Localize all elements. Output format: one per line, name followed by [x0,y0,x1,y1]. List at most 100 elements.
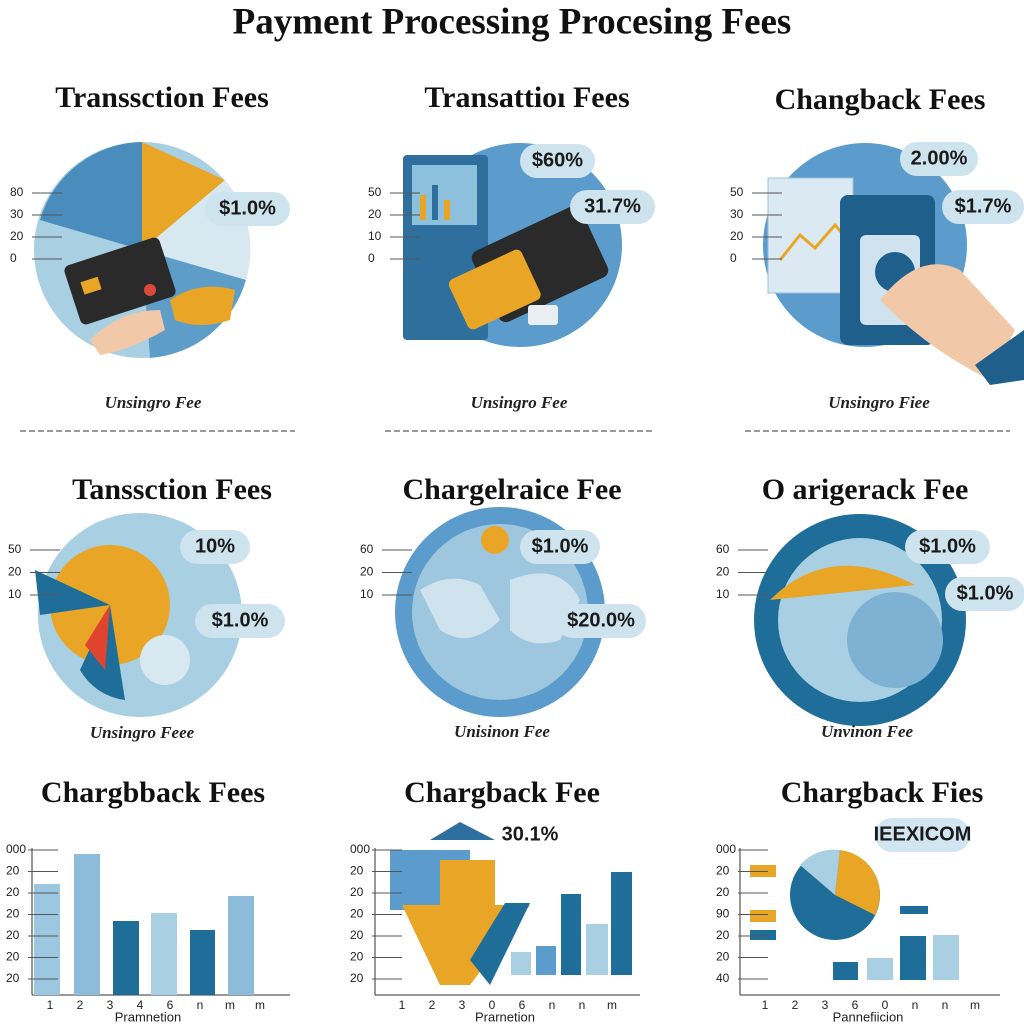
callout-label: $60% [532,149,583,171]
x-tick-label: 3 [107,998,114,1012]
pie-illustration [754,514,966,726]
x-tick-label: 2 [792,998,799,1012]
bar-illustration [739,848,1000,996]
callout-label: $1.0% [919,535,976,557]
x-tick-label: 6 [519,998,526,1012]
y-tick-label: 30 [10,207,24,221]
x-tick-label: 1 [399,998,406,1012]
y-tick-label: 10 [8,587,22,601]
x-tick-label: n [197,998,204,1012]
y-tick-label: 20 [368,207,382,221]
callout-bubble [945,577,1024,611]
panel-title: Tanssction Fees [72,473,272,506]
y-tick-label: 10 [716,587,730,601]
y-tick-label: 20 [360,565,374,579]
y-tick-label: 10 [368,229,382,243]
panel-caption: Unvinon Fee [821,722,914,741]
callout-bubble [875,818,970,852]
y-tick-label: 000 [6,842,26,856]
y-tick-label: 0 [10,251,17,265]
panel-caption: Prarnetion [475,1009,535,1024]
panel-caption: Unsingro Fee [471,393,568,412]
x-tick-label: m [225,998,235,1012]
y-tick-label: 20 [6,885,20,899]
bar-illustration [374,822,640,996]
callout-label: 10% [195,535,235,557]
y-tick-label: 60 [716,542,730,556]
y-tick-label: 10 [360,587,374,601]
y-tick-label: 40 [716,971,730,985]
y-tick-label: 80 [10,185,24,199]
x-tick-label: 6 [852,998,859,1012]
panel-title: Chargback Fies [781,776,984,809]
y-tick-label: 20 [350,907,364,921]
x-tick-label: 3 [822,998,829,1012]
bar-illustration [31,848,290,996]
panel-caption: Unsingro Fee [105,393,202,412]
x-tick-label: 3 [459,998,466,1012]
panel-title: Transattioı Fees [424,81,629,114]
x-tick-label: n [912,998,919,1012]
panel-title: Chargback Fee [404,776,600,809]
x-tick-label: 4 [137,998,144,1012]
x-tick-label: n [549,998,556,1012]
y-tick-label: 20 [6,971,20,985]
y-tick-label: 20 [350,928,364,942]
y-tick-label: 000 [716,842,736,856]
y-tick-label: 20 [6,907,20,921]
callout-bubble [520,144,595,178]
panel-caption: Unsingro Fiee [828,393,930,412]
callout-bubble [180,530,250,564]
callout-bubble [520,530,600,564]
callout-label: $1.0% [532,535,589,557]
y-tick-label: 20 [350,950,364,964]
page-title: Payment Processing Procesing Fees [233,1,792,42]
y-tick-label: 30 [730,207,744,221]
y-tick-label: 20 [716,950,730,964]
callout-bubble [905,530,990,564]
x-tick-label: 2 [77,998,84,1012]
y-tick-label: 20 [350,885,364,899]
callout-label: 2.00% [911,147,968,169]
y-tick-label: 50 [368,185,382,199]
y-tick-label: 000 [350,842,370,856]
pie-illustration [35,513,242,717]
callout-label: $1.0% [219,197,276,219]
y-tick-label: 20 [6,928,20,942]
phone-illustration [763,143,1024,385]
y-tick-label: 20 [10,229,24,243]
callout-bubble [900,142,978,176]
y-tick-label: 50 [730,185,744,199]
x-tick-label: m [970,998,980,1012]
callout-label: $20.0% [567,609,635,631]
y-tick-label: 20 [716,864,730,878]
callout-label: 30.1% [502,823,559,845]
panel-title: Chargelraice Fee [402,473,621,506]
panel-title: Changback Fees [775,83,986,116]
x-tick-label: 1 [762,998,769,1012]
x-tick-label: 2 [429,998,436,1012]
callout-label: 31.7% [584,195,641,217]
x-tick-label: m [255,998,265,1012]
y-tick-label: 20 [716,928,730,942]
x-tick-label: 0 [882,998,889,1012]
y-tick-label: 20 [350,864,364,878]
panel-title: O arigerack Fee [762,473,969,506]
panel-caption: Pannefiicion [833,1009,904,1024]
callout-bubble [942,190,1024,224]
y-tick-label: 0 [368,251,375,265]
panel-caption: Unisinon Fee [454,722,550,741]
x-tick-label: m [607,998,617,1012]
callout-bubble [570,190,655,224]
x-tick-label: 0 [489,998,496,1012]
y-tick-label: 20 [350,971,364,985]
panel-title: Chargbback Fees [41,776,265,809]
callout-label: $1.0% [212,609,269,631]
card-illustration [403,143,622,347]
x-tick-label: 6 [167,998,174,1012]
callout-bubble [556,604,646,638]
x-tick-label: n [579,998,586,1012]
y-tick-label: 0 [730,251,737,265]
panel-caption: Pramnetion [115,1009,181,1024]
